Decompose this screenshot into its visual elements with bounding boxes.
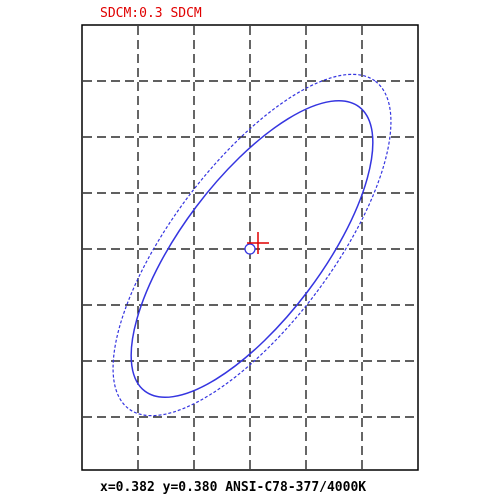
outer-ellipse [112,73,392,417]
inner-ellipse [130,99,374,399]
title: SDCM:0.3 SDCM [100,6,202,21]
footer-text: x=0.382 y=0.380 ANSI-C78-377/4000K [100,480,366,495]
measured-point [247,232,269,254]
plot-frame [81,24,419,471]
target-point [244,243,256,255]
grid [83,26,417,469]
